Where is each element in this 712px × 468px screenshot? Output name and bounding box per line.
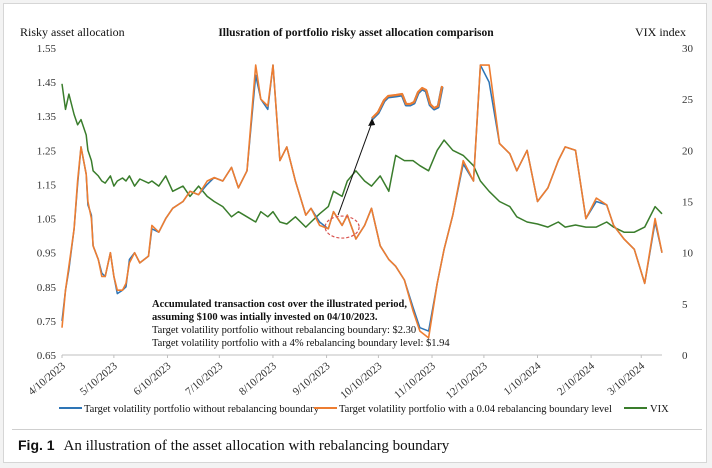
- series-line-no-boundary: [61, 64, 663, 332]
- x-tick-label: 11/10/2023: [392, 360, 438, 401]
- left-tick-label: 0.65: [37, 350, 57, 362]
- left-tick-label: 1.35: [37, 111, 57, 123]
- right-tick-label: 30: [682, 43, 694, 55]
- legend-label-vix: VIX: [650, 404, 669, 415]
- x-tick-label: 5/10/2023: [78, 360, 120, 398]
- right-tick-label: 20: [682, 145, 694, 157]
- x-tick-label: 2/10/2024: [555, 360, 597, 398]
- figure-caption: Fig. 1 An illustration of the asset allo…: [18, 437, 449, 455]
- right-tick-label: 0: [682, 350, 688, 362]
- annotation-line-1: Accumulated transaction cost over the il…: [152, 299, 407, 310]
- left-tick-label: 1.15: [37, 179, 57, 191]
- legend-label-no-boundary: Target volatility portfolio without reba…: [84, 404, 320, 415]
- left-tick-label: 0.75: [37, 316, 57, 328]
- legend-label-with-boundary: Target volatility portfolio with a 0.04 …: [339, 404, 612, 415]
- x-tick-label: 1/10/2024: [502, 360, 544, 398]
- legend: Target volatility portfolio without reba…: [59, 404, 669, 415]
- left-tick-label: 1.45: [37, 77, 57, 89]
- annotation-box: Accumulated transaction cost over the il…: [152, 299, 450, 349]
- annotation-line-4: Target volatility portfolio with a 4% re…: [152, 338, 450, 349]
- chart-title: Illusration of portfolio risky asset all…: [218, 27, 494, 39]
- zoom-arrow-head: [368, 118, 376, 126]
- x-tick-label: 6/10/2023: [132, 360, 174, 398]
- figure-caption-text: An illustration of the asset allocation …: [63, 438, 450, 454]
- left-axis-label: Risky asset allocation: [20, 25, 125, 39]
- x-tick-label: 9/10/2023: [291, 360, 333, 398]
- right-tick-label: 15: [682, 197, 694, 209]
- left-tick-label: 0.85: [37, 282, 57, 294]
- highlight-ellipse: [324, 215, 360, 239]
- x-tick-label: 3/10/2024: [605, 360, 647, 398]
- series-line-with-boundary: [61, 64, 663, 339]
- caption-separator: [12, 429, 702, 430]
- x-tick-label: 7/10/2023: [183, 360, 225, 398]
- x-tick-label: 12/10/2023: [444, 360, 490, 402]
- line-chart: 0.65 0.75 0.85 0.95 1.05 1.15 1.25 1.35 1.45 1.55…: [20, 25, 694, 415]
- x-tick-label: 10/10/2023: [338, 360, 384, 402]
- left-tick-label: 1.05: [37, 214, 57, 226]
- right-tick-label: 5: [682, 299, 688, 311]
- chart-titles: Illusration of portfolio risky asset all…: [20, 25, 686, 39]
- right-axis-label: VIX index: [635, 25, 686, 39]
- zoom-arrow-line: [337, 121, 373, 216]
- right-tick-label: 25: [682, 94, 694, 106]
- x-tick-label: 8/10/2023: [237, 360, 279, 398]
- figure-label: Fig. 1: [18, 437, 55, 453]
- annotation-line-2: assuming $100 was intially invested on 0…: [152, 312, 378, 323]
- left-tick-label: 0.95: [37, 248, 57, 260]
- left-tick-label: 1.55: [37, 43, 57, 55]
- figure-frame: 0.65 0.75 0.85 0.95 1.05 1.15 1.25 1.35 1.45 1.55…: [3, 3, 707, 463]
- x-tick-label: 4/10/2023: [26, 360, 68, 398]
- right-tick-label: 10: [682, 248, 694, 260]
- left-tick-label: 1.25: [37, 145, 57, 157]
- annotation-line-3: Target volatility portfolio without reba…: [152, 325, 416, 336]
- series-line-vix: [61, 83, 663, 233]
- zoom-inset-with-boundary: [371, 85, 444, 119]
